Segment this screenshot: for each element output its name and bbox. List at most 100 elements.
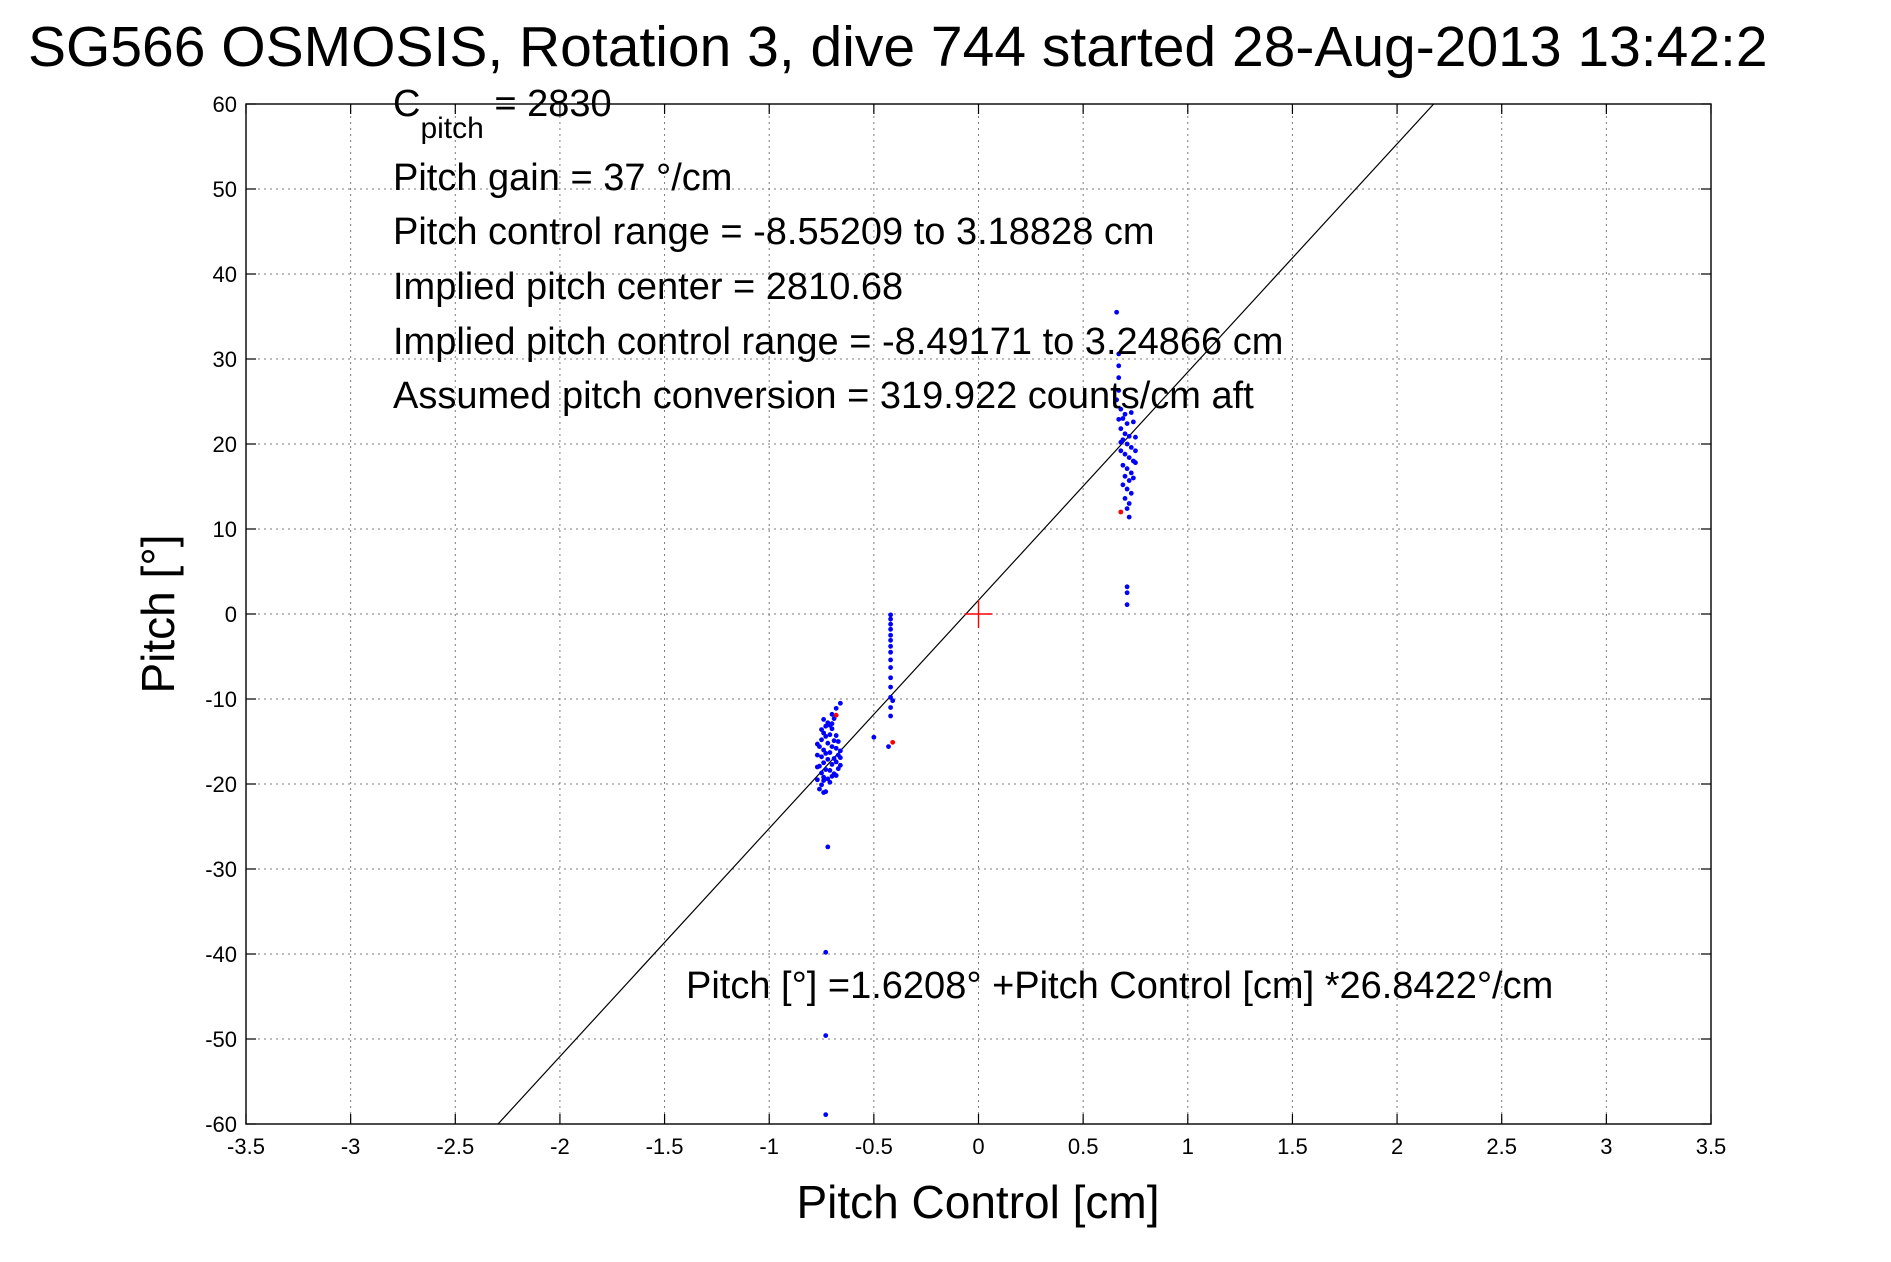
data-point	[888, 649, 893, 655]
data-point	[1118, 426, 1124, 432]
data-point	[1124, 466, 1130, 472]
assumed-pitch-conversion-annotation: Assumed pitch conversion = 319.922 count…	[393, 375, 1254, 417]
data-point	[1120, 416, 1126, 421]
data-point	[1133, 448, 1138, 454]
pitch-gain-annotation: Pitch gain = 37 °/cm	[393, 157, 732, 199]
data-point	[827, 750, 833, 755]
data-point	[888, 657, 893, 663]
data-point	[837, 700, 843, 706]
center-marker	[964, 600, 993, 628]
x-tick-label: -0.5	[855, 1134, 893, 1159]
data-point	[888, 626, 893, 632]
y-tick-label: -10	[205, 687, 237, 712]
data-point	[833, 705, 839, 711]
data-point	[1128, 470, 1134, 476]
data-point	[890, 739, 896, 745]
data-point	[823, 1033, 829, 1038]
data-point	[1128, 445, 1134, 450]
data-point	[1124, 506, 1130, 511]
data-point	[1126, 501, 1132, 506]
y-tick-label: -50	[205, 1027, 237, 1052]
data-point	[888, 621, 893, 627]
data-point	[888, 616, 893, 622]
data-point	[886, 744, 891, 749]
data-point	[825, 776, 831, 782]
data-point	[1126, 514, 1132, 520]
data-point	[825, 756, 831, 762]
y-tick-label: -30	[205, 857, 237, 882]
data-point	[1116, 416, 1122, 422]
y-tick-label: 50	[213, 177, 237, 202]
y-tick-label: -20	[205, 772, 237, 797]
data-point	[1118, 509, 1124, 515]
data-point	[829, 744, 835, 749]
data-point	[821, 790, 827, 795]
x-tick-label: -2.5	[436, 1134, 474, 1159]
data-point	[1124, 590, 1130, 596]
data-point	[1124, 486, 1130, 492]
y-axis-label: Pitch [°]	[132, 534, 184, 693]
data-point	[1126, 478, 1132, 483]
data-point	[1126, 433, 1132, 439]
y-tick-label: -60	[205, 1112, 237, 1137]
data-point	[833, 759, 839, 765]
data-point	[823, 1112, 829, 1118]
data-point	[825, 740, 831, 746]
data-point	[888, 713, 893, 719]
c-pitch-annotation: Cpitch = 2830	[393, 83, 612, 145]
y-tick-label: 0	[225, 602, 237, 627]
data-point	[821, 747, 827, 753]
data-point	[831, 738, 837, 744]
data-point	[827, 732, 833, 738]
data-point	[833, 733, 839, 738]
y-tick-label: 20	[213, 432, 237, 457]
data-point	[835, 739, 841, 744]
data-point	[888, 675, 893, 681]
data-point	[819, 782, 824, 788]
data-point	[814, 764, 820, 770]
data-point	[1133, 434, 1138, 440]
data-point	[1126, 455, 1132, 460]
data-point	[833, 712, 839, 718]
data-point	[1133, 460, 1138, 466]
data-point	[821, 717, 827, 722]
x-tick-label: 1	[1182, 1134, 1194, 1159]
implied-pitch-control-range-annotation: Implied pitch control range = -8.49171 t…	[393, 321, 1283, 363]
data-point	[1124, 584, 1130, 590]
data-point	[888, 637, 893, 643]
data-point	[821, 774, 827, 780]
data-point	[1118, 448, 1124, 454]
data-point	[1128, 490, 1134, 496]
data-point	[814, 777, 820, 783]
data-point	[819, 727, 824, 732]
data-point	[1120, 482, 1126, 488]
data-point	[1124, 421, 1130, 426]
x-tick-label: -2	[550, 1134, 570, 1159]
chart-title: SG566 OSMOSIS, Rotation 3, dive 744 star…	[28, 15, 1768, 79]
data-point	[1122, 496, 1128, 501]
data-point	[1116, 363, 1122, 369]
data-point	[890, 698, 896, 704]
x-tick-label: 0	[972, 1134, 984, 1159]
data-point	[827, 768, 833, 773]
data-point	[1122, 451, 1128, 457]
data-point	[823, 767, 829, 772]
axis-ticks: -3.5 -3 -2.5 -2 -1.5 -1 -0.5 0 0.5 1 1.5 2 2.5 3 3.5 60…	[205, 92, 1726, 1159]
data-points	[814, 309, 1138, 1118]
y-tick-label: 10	[213, 517, 237, 542]
data-point	[1122, 411, 1128, 417]
x-tick-label: 1.5	[1277, 1134, 1308, 1159]
data-point	[819, 770, 824, 776]
c-pitch-symbol: C	[393, 83, 420, 125]
y-tick-label: 40	[213, 262, 237, 287]
x-tick-label: 0.5	[1068, 1134, 1099, 1159]
data-point	[1114, 397, 1120, 403]
y-tick-label: -40	[205, 942, 237, 967]
data-point	[1128, 410, 1134, 415]
data-point	[819, 737, 824, 743]
data-point	[817, 786, 822, 792]
data-point	[825, 844, 831, 850]
x-tick-label: -1.5	[646, 1134, 684, 1159]
data-point	[821, 778, 827, 783]
data-point	[1130, 419, 1136, 425]
